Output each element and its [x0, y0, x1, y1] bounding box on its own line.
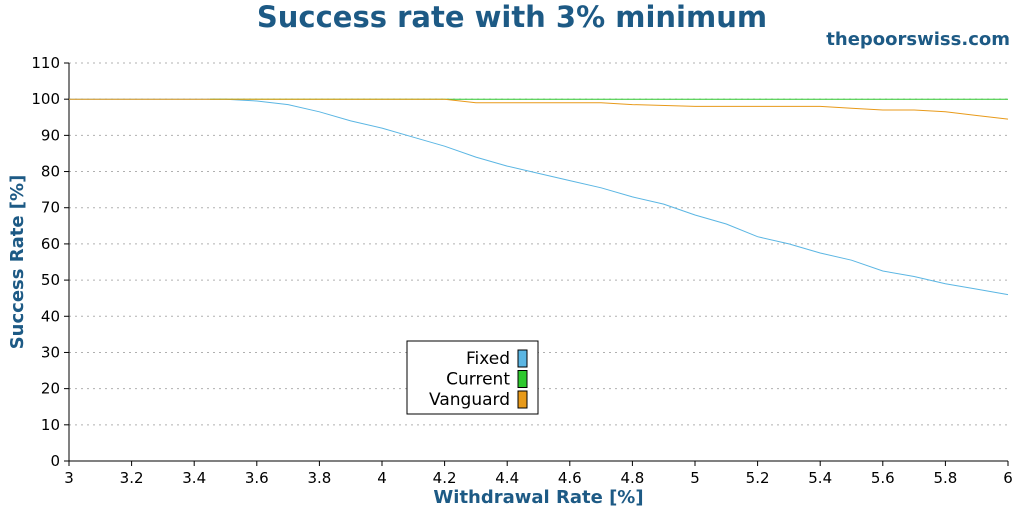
- x-tick-label: 3.8: [307, 469, 331, 487]
- axes: [68, 63, 1008, 462]
- legend-swatch: [517, 370, 528, 388]
- y-tick-label: 50: [41, 271, 60, 289]
- x-tick-label: 4.2: [433, 469, 457, 487]
- y-tick-label: 40: [41, 307, 60, 325]
- y-tick-label: 110: [31, 54, 60, 72]
- brand-watermark: thepoorswiss.com: [826, 29, 1010, 50]
- x-tick-label: 5.2: [746, 469, 770, 487]
- y-tick-label: 0: [50, 452, 60, 470]
- x-tick-label: 5: [690, 469, 700, 487]
- x-tick-label: 4: [377, 469, 387, 487]
- x-axis-label: Withdrawal Rate [%]: [433, 487, 643, 508]
- y-tick-label: 30: [41, 343, 60, 361]
- legend-swatch: [517, 349, 528, 368]
- series-line-vanguard: [69, 98, 1009, 120]
- x-tick-label: 4.6: [558, 469, 582, 487]
- series-lines: [69, 98, 1009, 296]
- legend-label: Current: [446, 370, 510, 390]
- x-tick-label: 3.4: [182, 469, 206, 487]
- y-tick-label: 20: [41, 380, 60, 398]
- x-tick-label: 6: [1003, 469, 1013, 487]
- y-tick-label: 60: [41, 235, 60, 253]
- y-tick-label: 70: [41, 199, 60, 217]
- legend-label: Vanguard: [429, 390, 510, 410]
- chart-title: Success rate with 3% minimum: [256, 0, 768, 34]
- y-axis-ticks: 0 10 20 30 40 50 60 70 80 90 100 110: [31, 54, 69, 470]
- x-tick-label: 4.8: [620, 469, 644, 487]
- x-tick-label: 5.8: [933, 469, 957, 487]
- series-line-fixed: [69, 98, 1009, 296]
- x-tick-label: 5.6: [871, 469, 895, 487]
- x-tick-label: 3.2: [120, 469, 144, 487]
- y-tick-label: 100: [31, 90, 60, 108]
- x-tick-label: 3: [64, 469, 74, 487]
- legend-swatch: [517, 390, 528, 409]
- y-tick-label: 90: [41, 126, 60, 144]
- x-tick-label: 4.4: [495, 469, 519, 487]
- legend-label: Fixed: [466, 349, 510, 369]
- x-tick-label: 5.4: [808, 469, 832, 487]
- y-tick-label: 80: [41, 163, 60, 181]
- x-axis-ticks: 3 3.2 3.4 3.6 3.8 4 4.2 4.4 4.6 4.8 5 5.2 5.4 5.6 5.8 6: [64, 461, 1013, 487]
- x-tick-label: 3.6: [245, 469, 269, 487]
- legend-box: [406, 340, 539, 415]
- y-tick-label: 10: [41, 416, 60, 434]
- y-axis-label: Success Rate [%]: [7, 175, 28, 350]
